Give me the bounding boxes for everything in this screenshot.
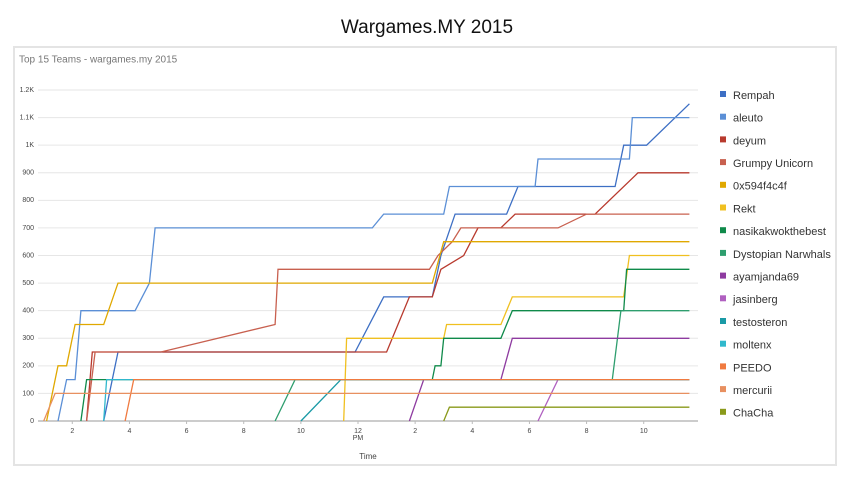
legend-swatch bbox=[720, 318, 726, 324]
legend-label: PEEDO bbox=[733, 362, 772, 374]
series-line bbox=[443, 406, 690, 422]
legend-label: Rekt bbox=[733, 203, 756, 215]
legend-swatch bbox=[720, 295, 726, 302]
legend-label: mercurii bbox=[733, 385, 772, 397]
y-tick-label: 1.1K bbox=[20, 114, 35, 121]
legend-swatch bbox=[720, 272, 726, 279]
y-tick-label: 500 bbox=[22, 280, 34, 287]
legend-swatch bbox=[720, 204, 726, 211]
y-tick-label: 400 bbox=[22, 308, 34, 315]
legend-swatch bbox=[720, 181, 726, 188]
y-tick-label: 1K bbox=[25, 142, 34, 149]
x-tick-label: 10 bbox=[640, 428, 648, 435]
y-tick-label: 0 bbox=[30, 418, 34, 425]
legend-label: Dystopian Narwhals bbox=[733, 249, 831, 261]
y-tick-label: 100 bbox=[22, 390, 34, 397]
legend-label: jasinberg bbox=[732, 294, 778, 306]
legend-swatch bbox=[720, 363, 726, 370]
series-line bbox=[43, 392, 690, 422]
legend-swatch bbox=[720, 249, 726, 256]
page-title: Wargames.MY 2015 bbox=[341, 17, 513, 38]
legend-label: 0x594f4c4f bbox=[733, 181, 788, 193]
legend-swatch bbox=[720, 227, 726, 234]
x-tick-label: 2 bbox=[413, 428, 417, 435]
y-tick-label: 1.2K bbox=[20, 87, 35, 94]
x-tick-label: 6 bbox=[527, 428, 531, 435]
y-tick-label: 600 bbox=[22, 252, 34, 259]
x-tick-label: 12 bbox=[354, 428, 362, 435]
series-line bbox=[57, 116, 690, 422]
series-line bbox=[45, 241, 690, 422]
x-tick-label: 2 bbox=[70, 428, 74, 435]
x-tick-label: 8 bbox=[242, 428, 246, 435]
series-line bbox=[124, 378, 690, 422]
legend-swatch bbox=[720, 159, 726, 166]
legend-swatch bbox=[720, 340, 726, 347]
x-tick-label: 8 bbox=[585, 428, 589, 435]
x-tick-label: 4 bbox=[470, 428, 474, 435]
series-line bbox=[85, 213, 690, 422]
legend-label: Rempah bbox=[733, 90, 775, 102]
y-tick-label: 700 bbox=[22, 225, 34, 232]
legend-label: testosteron bbox=[733, 317, 787, 329]
legend-swatch bbox=[720, 386, 726, 393]
legend-swatch bbox=[720, 408, 726, 415]
x-tick-label: 6 bbox=[185, 428, 189, 435]
labels: 0 100 200 300 400 500 600 700 800 900 1K 1.1K 1.2K 2 4… bbox=[20, 87, 832, 442]
legend-label: deyum bbox=[733, 135, 766, 147]
legend-swatch bbox=[720, 136, 726, 143]
chart-title: Top 15 Teams - wargames.my 2015 bbox=[19, 55, 178, 66]
legend-label: ayamjanda69 bbox=[733, 272, 799, 284]
y-tick-label: 900 bbox=[22, 170, 34, 177]
y-tick-label: 800 bbox=[22, 197, 34, 204]
legend-label: Grumpy Unicorn bbox=[733, 158, 813, 170]
legend-label: ChaCha bbox=[733, 408, 774, 420]
legend-swatch bbox=[720, 113, 726, 120]
y-tick-label: 300 bbox=[22, 335, 34, 342]
x-tick-label: 4 bbox=[127, 428, 131, 435]
legend-label: aleuto bbox=[733, 113, 763, 125]
lines bbox=[43, 103, 690, 422]
legend-label: nasikakwokthebest bbox=[733, 226, 826, 238]
x-period-label: PM bbox=[353, 435, 364, 442]
y-tick-label: 200 bbox=[22, 363, 34, 370]
x-axis-title: Time bbox=[359, 452, 377, 461]
legend-label: moltenx bbox=[733, 340, 772, 352]
legend-swatch bbox=[720, 91, 726, 97]
x-tick-label: 10 bbox=[297, 428, 305, 435]
